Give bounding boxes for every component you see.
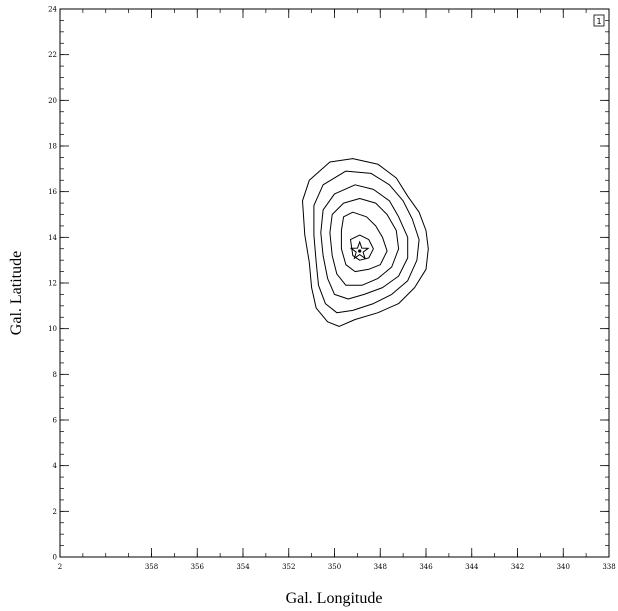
y-tick-label: 14 (48, 234, 57, 242)
y-tick-label: 10 (48, 325, 57, 333)
x-tick-label: 342 (511, 563, 524, 571)
contour-line (329, 198, 400, 286)
contour-line (320, 184, 409, 300)
contour-line (350, 234, 374, 261)
y-tick-label: 2 (53, 508, 57, 516)
x-tick-label: 352 (282, 563, 295, 571)
panel-label-box: 1 (593, 14, 605, 27)
y-tick-label: 0 (53, 554, 57, 562)
x-tick-label: 338 (602, 563, 615, 571)
contours-layer (302, 158, 429, 327)
contour-line (302, 158, 429, 327)
star-marker-center (358, 249, 362, 253)
y-axis-title: Gal. Latitude (8, 251, 25, 335)
x-tick-label: 350 (328, 563, 341, 571)
x-tick-label: 344 (465, 563, 479, 571)
y-tick-label: 12 (48, 280, 57, 288)
y-tick-label: 8 (53, 371, 57, 379)
y-tick-label: 16 (48, 188, 57, 196)
x-tick-label: 340 (557, 563, 570, 571)
y-tick-label: 4 (53, 462, 58, 470)
marker-layer (349, 240, 370, 260)
star-marker (349, 240, 370, 260)
y-tick-label: 18 (48, 143, 57, 151)
x-tick-label: 2 (58, 563, 62, 571)
y-tick-label: 24 (48, 6, 57, 14)
contour-line (340, 211, 388, 273)
x-tick-label: 358 (145, 563, 158, 571)
x-tick-label: 346 (419, 563, 433, 571)
contour-line (313, 170, 420, 314)
x-tick-label: 348 (374, 563, 387, 571)
panel-label: 1 (596, 17, 601, 26)
x-tick-label: 354 (236, 563, 250, 571)
x-axis-title: Gal. Longitude (286, 590, 383, 607)
y-tick-label: 20 (48, 97, 57, 105)
y-tick-label: 22 (48, 51, 57, 59)
y-tick-label: 6 (53, 417, 58, 425)
plot-frame (59, 8, 610, 558)
x-tick-label: 356 (191, 563, 205, 571)
